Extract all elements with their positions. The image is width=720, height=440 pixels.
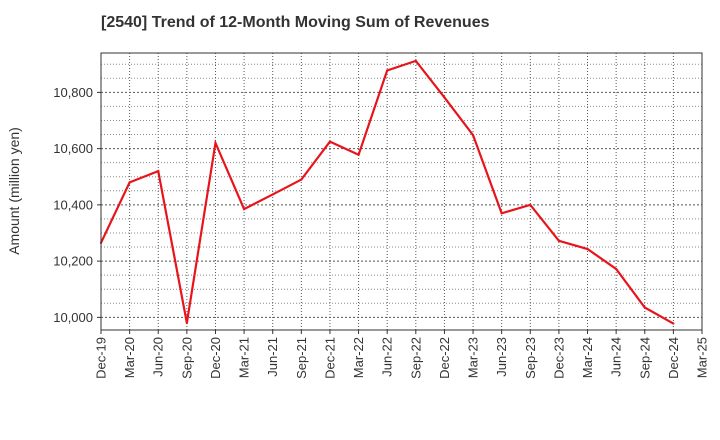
x-tick-label: Mar-24 — [580, 337, 595, 378]
y-tick-label: 10,200 — [53, 254, 93, 269]
chart-title: [2540] Trend of 12-Month Moving Sum of R… — [101, 14, 490, 31]
x-tick-label: Mar-22 — [351, 337, 366, 378]
data-point — [300, 178, 303, 181]
data-point — [185, 321, 188, 325]
data-point — [615, 267, 618, 271]
y-tick-label: 10,800 — [53, 85, 93, 100]
x-tick-label: Mar-20 — [122, 337, 137, 378]
data-point — [357, 153, 360, 156]
x-tick-label: Jun-22 — [380, 337, 395, 377]
y-tick-label: 10,000 — [53, 310, 93, 325]
x-tick-label: Mar-25 — [695, 337, 710, 378]
plot-frame — [100, 52, 703, 331]
data-point — [328, 140, 332, 143]
series-layer — [99, 59, 675, 325]
data-point — [471, 134, 475, 137]
y-tick-label: 10,600 — [53, 141, 93, 156]
data-point — [242, 207, 246, 211]
x-tick-label: Sep-22 — [408, 337, 423, 379]
x-tick-label: Jun-23 — [494, 337, 509, 377]
data-point — [443, 96, 446, 99]
data-point — [529, 203, 532, 206]
plot-area — [101, 53, 702, 330]
data-point — [271, 193, 274, 196]
x-tick-label: Dec-22 — [437, 337, 452, 379]
x-tick-label: Mar-21 — [237, 337, 252, 378]
grid — [101, 53, 702, 330]
x-tick-label: Sep-23 — [523, 337, 538, 379]
x-tick-label: Dec-19 — [94, 337, 109, 379]
x-tick-label: Jun-20 — [151, 337, 166, 377]
data-point — [386, 69, 389, 72]
data-point — [672, 322, 675, 325]
x-tick-label: Sep-21 — [294, 337, 309, 379]
x-axis: Dec-19 Mar-20 Jun-20 Sep-20 Dec-20 Mar-21 Jun-… — [94, 330, 710, 379]
x-tick-label: Jun-21 — [265, 337, 280, 377]
x-tick-label: Mar-23 — [466, 337, 481, 378]
data-point — [643, 306, 646, 309]
data-point — [500, 212, 503, 215]
data-point — [557, 239, 561, 242]
x-tick-label: Dec-21 — [322, 337, 337, 379]
data-point — [414, 59, 417, 62]
y-tick-label: 10,400 — [53, 197, 93, 212]
x-tick-label: Jun-24 — [609, 337, 624, 377]
data-point — [157, 170, 160, 173]
x-tick-label: Dec-20 — [208, 337, 223, 379]
x-tick-label: Sep-24 — [637, 337, 652, 379]
y-axis-title: Amount (million yen) — [6, 127, 22, 255]
x-tick-label: Dec-23 — [551, 337, 566, 379]
data-point — [214, 141, 217, 145]
x-tick-label: Dec-24 — [666, 337, 681, 379]
data-point — [586, 247, 589, 251]
y-axis: 10,000 10,200 10,400 10,600 10,800 — [53, 85, 101, 325]
data-point — [128, 181, 131, 184]
x-tick-label: Sep-20 — [179, 337, 194, 379]
